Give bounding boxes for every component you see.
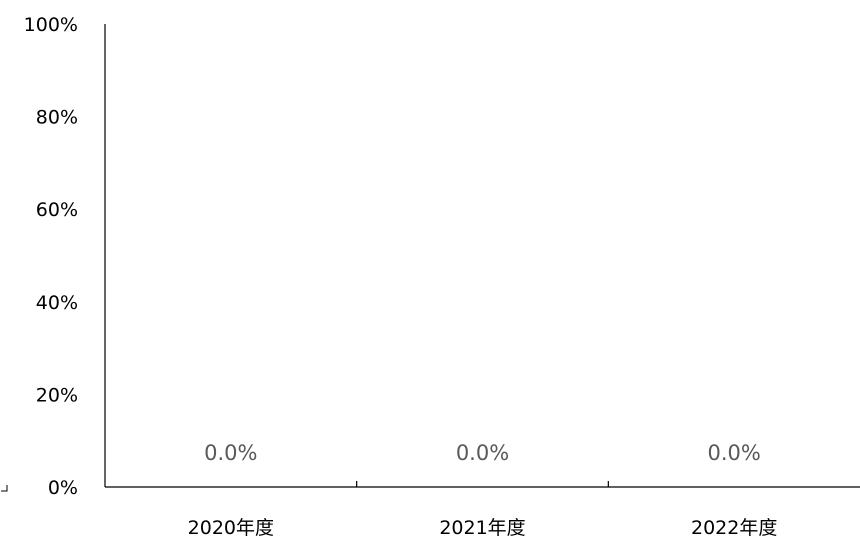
y-tick-label: 80% <box>36 107 78 129</box>
x-axis-ticks: 2020年度 2021年度 2022年度 <box>188 481 777 538</box>
y-axis-ticks: 0% 20% 40% 60% 80% 100% <box>24 14 78 499</box>
data-label: 0.0% <box>707 441 760 465</box>
data-labels: 0.0% 0.0% 0.0% <box>204 441 761 465</box>
y-tick-label: 100% <box>24 14 78 36</box>
data-label: 0.0% <box>204 441 257 465</box>
y-tick-label: 40% <box>36 292 78 314</box>
data-label: 0.0% <box>456 441 509 465</box>
y-tick-label: 20% <box>36 384 78 406</box>
y-tick-label: 0% <box>48 477 78 499</box>
x-tick-label: 2022年度 <box>691 517 777 538</box>
y-tick-label: 60% <box>36 199 78 221</box>
x-tick-label: 2021年度 <box>439 517 525 538</box>
x-tick-label: 2020年度 <box>188 517 274 538</box>
axes <box>104 24 860 488</box>
corner-mark <box>1 485 8 492</box>
